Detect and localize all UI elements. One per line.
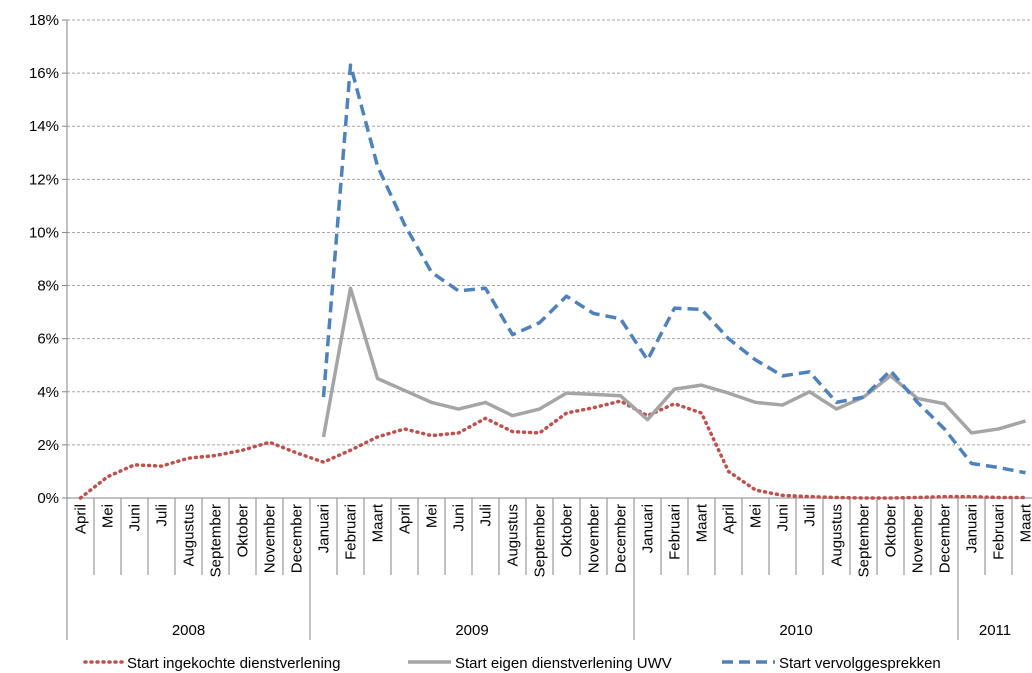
x-tick-label: December <box>937 504 954 573</box>
x-tick-label: Juni <box>775 504 792 532</box>
series-line <box>321 63 1026 475</box>
legend-label: Start eigen dienstverlening UWV <box>455 655 672 672</box>
x-tick-label: September <box>208 504 225 577</box>
y-tick-label: 4% <box>37 384 59 401</box>
x-tick-label: November <box>262 504 279 573</box>
x-tick-label: Augustus <box>505 504 522 567</box>
year-label: 2008 <box>172 622 205 639</box>
x-tick-label: Juli <box>802 504 819 527</box>
x-tick-label: Januari <box>640 504 657 553</box>
legend-label: Start ingekochte dienstverlening <box>127 655 340 672</box>
x-tick-label: Maart <box>370 503 387 542</box>
x-tick-label: Juli <box>478 504 495 527</box>
x-tick-label: April <box>73 504 90 534</box>
x-tick-label: September <box>532 504 549 577</box>
x-tick-label: Juli <box>154 504 171 527</box>
x-tick-label: Januari <box>316 504 333 553</box>
y-tick-label: 6% <box>37 331 59 348</box>
x-tick-label: December <box>613 504 630 573</box>
x-tick-label: December <box>289 504 306 573</box>
x-tick-label: April <box>721 504 738 534</box>
x-tick-label: November <box>586 504 603 573</box>
x-tick-label: Juni <box>451 504 468 532</box>
x-tick-label: Januari <box>964 504 981 553</box>
x-tick-label: Maart <box>694 503 711 542</box>
x-tick-label: Mei <box>424 504 441 528</box>
x-tick-label: Oktober <box>235 504 252 557</box>
series-line <box>78 399 1028 500</box>
year-label: 2010 <box>779 622 812 639</box>
year-label: 2011 <box>979 622 1011 639</box>
x-tick-label: Februari <box>343 504 360 560</box>
x-tick-label: Augustus <box>829 504 846 567</box>
x-tick-label: Oktober <box>883 504 900 557</box>
x-tick-label: Augustus <box>181 504 198 567</box>
y-tick-label: 16% <box>29 65 59 82</box>
y-tick-label: 2% <box>37 437 59 454</box>
x-tick-label: Mei <box>100 504 117 528</box>
y-tick-label: 14% <box>29 118 59 135</box>
x-tick-label: Maart <box>1018 503 1032 542</box>
legend-label: Start vervolggesprekken <box>779 655 941 672</box>
x-tick-label: Februari <box>667 504 684 560</box>
y-tick-label: 10% <box>29 224 59 241</box>
x-tick-label: September <box>856 504 873 577</box>
x-tick-label: Oktober <box>559 504 576 557</box>
x-tick-label: November <box>910 504 927 573</box>
x-tick-label: Juni <box>127 504 144 532</box>
x-tick-label: April <box>397 504 414 534</box>
x-tick-label: Februari <box>991 504 1008 560</box>
y-tick-label: 18% <box>29 12 59 29</box>
y-tick-label: 12% <box>29 171 59 188</box>
x-tick-label: Mei <box>748 504 765 528</box>
y-tick-label: 0% <box>37 490 59 507</box>
y-tick-label: 8% <box>37 278 59 295</box>
year-label: 2009 <box>455 622 488 639</box>
